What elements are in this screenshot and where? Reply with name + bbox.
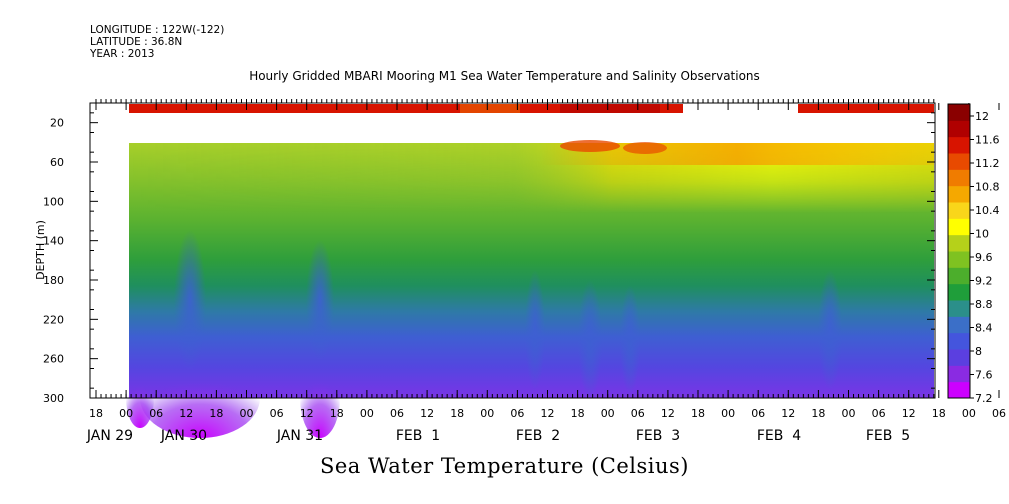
colorbar-swatch (948, 283, 970, 301)
colorbar-tick-label: 8 (975, 345, 982, 358)
x-hour-label: 00 (962, 407, 976, 420)
temperature-field (126, 140, 934, 438)
latitude-label: LATITUDE : 36.8N (90, 36, 183, 48)
y-tick-label: 180 (43, 274, 64, 287)
y-tick-label: 60 (50, 156, 64, 169)
x-hour-label: 06 (751, 407, 765, 420)
x-hour-label: 18 (330, 407, 344, 420)
colorbar-tick-label: 8.4 (975, 322, 993, 335)
colorbar: 7.2 7.6 8 8.4 8.8 9.2 9.6 10 10.4 10.8 11.2 11.6 12 (947, 103, 1000, 405)
x-hour-label: 12 (179, 407, 193, 420)
x-hour-label: 06 (872, 407, 886, 420)
y-tick-label: 140 (43, 235, 64, 248)
surface-band-segment (798, 104, 934, 113)
x-date-label: FEB 2 (516, 428, 560, 444)
colorbar-swatch (948, 234, 970, 252)
colorbar-tick-label: 9.6 (975, 251, 993, 264)
x-date-label: JAN 29 (86, 428, 133, 444)
x-hour-label: 00 (721, 407, 735, 420)
x-hour-label: 00 (240, 407, 254, 420)
y-axis-label: DEPTH (m) (34, 220, 47, 280)
x-hour-label: 18 (450, 407, 464, 420)
colorbar-swatch (948, 185, 970, 203)
y-tick-label: 20 (50, 117, 64, 130)
colorbar-tick-label: 10.4 (975, 204, 1000, 217)
colorbar-swatch (948, 104, 970, 121)
x-date-label: JAN 30 (160, 428, 207, 444)
x-hour-label: 12 (902, 407, 916, 420)
x-hour-label: 12 (661, 407, 675, 420)
x-hour-label: 12 (420, 407, 434, 420)
x-hour-label: 06 (510, 407, 524, 420)
longitude-label: LONGITUDE : 122W(-122) (90, 24, 225, 36)
x-hour-label: 18 (89, 407, 103, 420)
x-hour-label: 06 (631, 407, 645, 420)
x-hour-label: 06 (992, 407, 1006, 420)
x-hour-label: 12 (781, 407, 795, 420)
y-tick-label: 260 (43, 353, 64, 366)
colorbar-swatch (948, 251, 970, 268)
colorbar-title: Sea Water Temperature (Celsius) (319, 454, 689, 478)
colorbar-tick-label: 11.6 (975, 134, 1000, 147)
y-tick-label: 220 (43, 313, 64, 326)
x-date-label: JAN 31 (276, 428, 323, 444)
x-hour-label: 06 (390, 407, 404, 420)
colorbar-tick-label: 8.8 (975, 298, 993, 311)
x-date-label: FEB 3 (636, 428, 680, 444)
chart-title: Hourly Gridded MBARI Mooring M1 Sea Wate… (249, 69, 760, 83)
surface-band-segment (129, 104, 683, 113)
colorbar-swatch (948, 202, 970, 219)
colorbar-swatch (948, 169, 970, 187)
y-axis: 20 60 100 140 180 220 260 300 (43, 112, 935, 405)
colorbar-swatch (948, 349, 970, 366)
x-hour-label: 12 (300, 407, 314, 420)
colorbar-tick-label: 10 (975, 228, 989, 241)
colorbar-swatch (948, 218, 970, 236)
x-date-label: FEB 5 (866, 428, 910, 444)
colorbar-tick-label: 12 (975, 110, 989, 123)
x-date-label: FEB 4 (757, 428, 801, 444)
colorbar-tick-label: 11.2 (975, 157, 1000, 170)
x-hour-label: 00 (360, 407, 374, 420)
x-hour-label: 18 (571, 407, 585, 420)
x-hour-label: 18 (691, 407, 705, 420)
x-hour-label: 18 (811, 407, 825, 420)
colorbar-swatch (948, 153, 970, 170)
surface-band (129, 104, 934, 113)
y-tick-label: 100 (43, 195, 64, 208)
x-hour-label: 00 (601, 407, 615, 420)
x-hour-label: 12 (541, 407, 555, 420)
colorbar-swatch (948, 365, 970, 383)
x-date-label: FEB 1 (396, 428, 440, 444)
colorbar-swatch (948, 381, 970, 399)
x-hour-label: 00 (842, 407, 856, 420)
x-hour-label: 18 (932, 407, 946, 420)
colorbar-swatch (948, 120, 970, 138)
year-label: YEAR : 2013 (90, 48, 155, 60)
x-hour-label: 18 (209, 407, 223, 420)
colorbar-swatch (948, 300, 970, 317)
colorbar-tick-label: 9.2 (975, 275, 993, 288)
x-hour-label: 06 (270, 407, 284, 420)
colorbar-swatch (948, 332, 970, 350)
colorbar-tick-label: 7.6 (975, 369, 993, 382)
x-axis: 18 00 06 12 18 00 06 12 18 00 06 12 18 00 06 12 18 00 06 12… (86, 99, 1006, 444)
colorbar-tick-label: 10.8 (975, 181, 1000, 194)
colorbar-tick-label: 7.2 (975, 392, 993, 405)
x-hour-label: 00 (480, 407, 494, 420)
x-hour-label: 00 (119, 407, 133, 420)
x-hour-label: 06 (149, 407, 163, 420)
y-tick-label: 300 (43, 392, 64, 405)
colorbar-swatch (948, 316, 970, 334)
colorbar-swatch (948, 267, 970, 285)
colorbar-swatch (948, 136, 970, 154)
